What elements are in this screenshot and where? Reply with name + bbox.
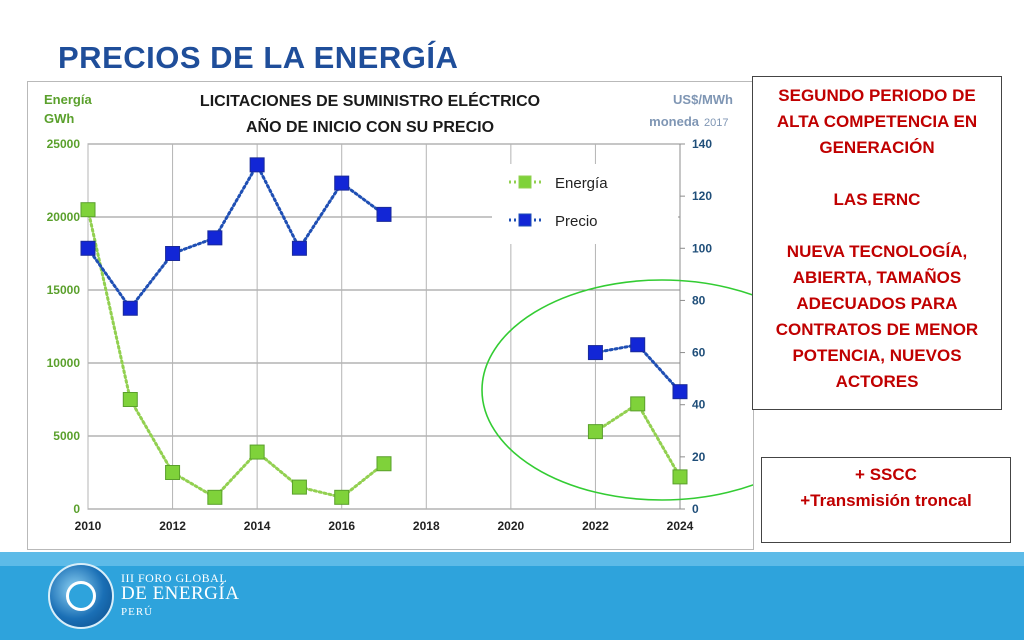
energy-point xyxy=(587,424,603,440)
energy-point xyxy=(376,456,392,472)
x-tick-label: 2020 xyxy=(498,519,525,533)
y-right-tick-label: 40 xyxy=(692,398,706,412)
footer-bar xyxy=(0,552,1024,640)
energy-point xyxy=(80,202,96,218)
series-line xyxy=(86,161,386,311)
callout-line: POTENCIA, NUEVOS xyxy=(792,346,962,365)
y-left-tick-label: 10000 xyxy=(47,356,81,370)
brand-line-1: III FORO GLOBAL xyxy=(121,571,228,585)
callout-line: NUEVA TECNOLOGÍA, xyxy=(786,242,968,261)
y-right-tick-label: 0 xyxy=(692,502,699,516)
energy-point xyxy=(334,489,350,505)
energy-point xyxy=(672,469,688,485)
price-point xyxy=(291,240,307,256)
globe-ring-logo-icon xyxy=(48,563,114,629)
series-line xyxy=(593,401,682,479)
callout-line: SEGUNDO PERIODO DE xyxy=(778,86,976,105)
y-right-tick-label: 60 xyxy=(692,346,706,360)
y-left-tick-label: 20000 xyxy=(47,210,81,224)
price-point xyxy=(165,246,181,261)
callout-competition: SEGUNDO PERIODO DE ALTA COMPETENCIA EN GEN… xyxy=(752,76,1002,410)
x-tick-label: 2024 xyxy=(667,519,694,533)
x-tick-label: 2012 xyxy=(159,519,186,533)
energy-point xyxy=(165,465,181,480)
energy-point xyxy=(207,489,223,505)
chart-area: 0 5000 10000 15000 20000 25000 2010 2012 2014 201… xyxy=(27,81,754,550)
callout-line xyxy=(753,213,1001,239)
y-right-tick-label: 20 xyxy=(692,450,706,464)
legend-label: Energía xyxy=(555,175,608,192)
price-point xyxy=(207,230,223,246)
series-line xyxy=(86,208,386,500)
callout-line xyxy=(753,161,1001,187)
y-right-axis-year: 2017 xyxy=(704,117,728,129)
x-tick-label: 2010 xyxy=(75,519,102,533)
y-left-tick-label: 0 xyxy=(73,502,80,516)
x-tick-label: 2016 xyxy=(328,519,355,533)
callout-line: ABIERTA, TAMAÑOS xyxy=(792,268,962,287)
chart-subtitle: AÑO DE INICIO CON SU PRECIO xyxy=(246,116,494,136)
x-tick-label: 2018 xyxy=(413,519,440,533)
callout-line: LAS ERNC xyxy=(833,190,921,209)
energy-point xyxy=(122,392,138,407)
legend-marker xyxy=(518,175,532,189)
price-point xyxy=(672,384,688,400)
footer-band xyxy=(0,552,1024,566)
y-left-axis-label: GWh xyxy=(44,111,74,126)
price-point xyxy=(80,240,96,256)
y-left-tick-label: 25000 xyxy=(47,137,81,151)
logo-ring xyxy=(66,581,96,611)
legend-label: Precio xyxy=(555,213,598,230)
energy-point xyxy=(249,444,265,460)
price-point xyxy=(376,206,392,222)
highlight-ellipse xyxy=(481,279,753,501)
callout-line: ACTORES xyxy=(835,372,919,391)
y-left-tick-label: 15000 xyxy=(47,283,81,297)
callout-small-line: + SSCC xyxy=(855,465,917,484)
page-title: PRECIOS DE LA ENERGÍA xyxy=(58,40,459,75)
x-tick-label: 2022 xyxy=(582,519,609,533)
y-right-axis-label: US$/MWh xyxy=(673,92,733,107)
callout-small-line: +Transmisión troncal xyxy=(800,491,972,510)
brand-line-2: DE ENERGÍA xyxy=(121,583,240,604)
callout-line: CONTRATOS DE MENOR xyxy=(775,320,979,339)
y-right-tick-label: 120 xyxy=(692,189,712,203)
energy-point xyxy=(630,396,646,412)
y-left-axis-label: Energía xyxy=(44,92,92,107)
y-left-tick-label: 5000 xyxy=(53,429,80,443)
price-point xyxy=(122,300,138,316)
brand-line-3: PERÚ xyxy=(121,606,154,618)
y-right-tick-label: 100 xyxy=(692,241,712,255)
callout-line: ADECUADOS PARA xyxy=(796,294,958,313)
x-tick-label: 2014 xyxy=(244,519,271,533)
chart-title: LICITACIONES DE SUMINISTRO ELÉCTRICO xyxy=(200,91,540,110)
energy-point xyxy=(291,479,307,495)
y-right-axis-label: moneda xyxy=(649,114,700,129)
price-point xyxy=(249,157,265,173)
callout-sscc: + SSCC +Transmisión troncal xyxy=(761,457,1011,543)
legend-marker xyxy=(518,213,532,227)
y-right-tick-label: 140 xyxy=(692,137,712,151)
price-point xyxy=(587,345,603,361)
price-point xyxy=(334,175,350,191)
callout-line: GENERACIÓN xyxy=(819,138,935,157)
price-point xyxy=(630,337,646,353)
y-right-tick-label: 80 xyxy=(692,293,706,307)
callout-line: ALTA COMPETENCIA EN xyxy=(776,112,978,131)
